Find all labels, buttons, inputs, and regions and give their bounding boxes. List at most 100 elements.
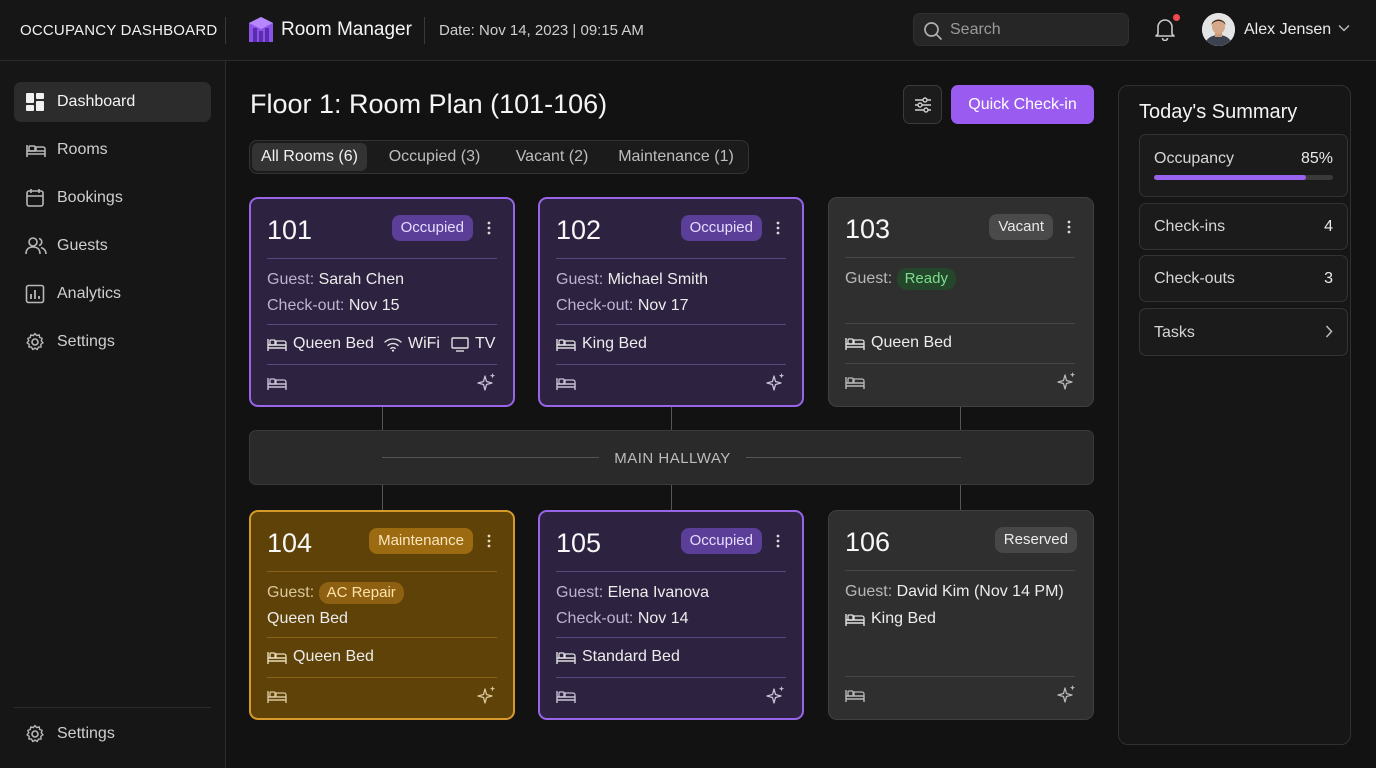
- notification-dot: [1173, 14, 1180, 21]
- divider: [845, 676, 1075, 677]
- user-name[interactable]: Alex Jensen: [1244, 21, 1332, 38]
- checkout-date: Nov 17: [637, 297, 689, 314]
- room-filter-tabs: All Rooms (6) Occupied (3) Vacant (2) Ma…: [249, 140, 749, 174]
- connector-line: [382, 457, 599, 458]
- divider: [556, 324, 786, 325]
- divider: [267, 324, 497, 325]
- connector-line: [382, 485, 383, 511]
- room-card-101[interactable]: 101 Occupied Guest: Sarah Chen Check-out…: [249, 197, 515, 407]
- sidebar-footer-settings[interactable]: Settings: [14, 714, 211, 754]
- checkouts-value: 3: [1324, 270, 1333, 287]
- divider: [556, 571, 786, 572]
- bed-icon: [267, 652, 287, 664]
- connector-line: [671, 485, 672, 511]
- bed-icon: [556, 652, 576, 664]
- bed-icon: [25, 140, 47, 160]
- gear-icon: [25, 332, 45, 352]
- room-card-105[interactable]: 105 Occupied Guest: Elena Ivanova Check-…: [538, 510, 804, 720]
- amenity-wifi: WiFi: [384, 333, 440, 355]
- bed-icon: [556, 339, 576, 351]
- avatar[interactable]: [1202, 13, 1235, 46]
- room-number: 103: [845, 214, 891, 244]
- divider: [267, 637, 497, 638]
- sidebar-item-label: Bookings: [57, 189, 123, 206]
- sidebar-item-settings[interactable]: Settings: [14, 322, 211, 362]
- guest-name: Michael Smith: [607, 271, 709, 288]
- more-options-icon[interactable]: [776, 221, 780, 235]
- room-card-102[interactable]: 102 Occupied Guest: Michael Smith Check-…: [538, 197, 804, 407]
- amenity-bed: Queen Bed: [845, 332, 952, 354]
- connector-line: [746, 457, 961, 458]
- checkouts-card[interactable]: Check-outs 3: [1139, 255, 1348, 302]
- bed-icon: [267, 339, 287, 351]
- search-box[interactable]: [913, 13, 1129, 46]
- sidebar-item-analytics[interactable]: Analytics: [14, 274, 211, 314]
- divider: [845, 257, 1075, 258]
- logo-icon: [248, 16, 274, 44]
- checkins-card[interactable]: Check-ins 4: [1139, 203, 1348, 250]
- checkins-label: Check-ins: [1154, 218, 1226, 235]
- divider: [14, 707, 211, 708]
- app-title: OCCUPANCY DASHBOARD: [20, 22, 218, 39]
- tab-vacant[interactable]: Vacant (2): [515, 148, 589, 165]
- tasks-card[interactable]: Tasks: [1139, 308, 1348, 356]
- summary-title: Today's Summary: [1139, 101, 1298, 123]
- divider: [845, 570, 1075, 571]
- guest-name: Sarah Chen: [318, 271, 404, 288]
- tab-maintenance[interactable]: Maintenance (1): [618, 148, 734, 165]
- notifications-button[interactable]: [1154, 14, 1180, 41]
- sidebar-item-label: Rooms: [57, 141, 108, 158]
- tasks-label: Tasks: [1154, 324, 1195, 341]
- search-input[interactable]: [950, 14, 1120, 45]
- more-options-icon[interactable]: [487, 534, 491, 548]
- tab-all-rooms[interactable]: All Rooms (6): [252, 143, 367, 171]
- gear-icon: [25, 724, 45, 744]
- page-title: Floor 1: Room Plan (101-106): [250, 89, 608, 119]
- current-date: Date: Nov 14, 2023 | 09:15 AM: [439, 22, 644, 39]
- tab-occupied[interactable]: Occupied (3): [388, 148, 481, 165]
- divider: [556, 637, 786, 638]
- sidebar-item-rooms[interactable]: Rooms: [14, 130, 211, 170]
- bed-icon: [845, 338, 865, 350]
- sparkle-icon[interactable]: [1057, 684, 1077, 704]
- room-card-106[interactable]: 106 Reserved Guest: David Kim (Nov 14 PM…: [828, 510, 1094, 720]
- sliders-icon: [915, 97, 931, 113]
- status-badge: Reserved: [994, 527, 1077, 553]
- sidebar-item-label: Settings: [57, 725, 115, 742]
- more-options-icon[interactable]: [1067, 220, 1071, 234]
- guest-name: David Kim (Nov 14 PM): [896, 583, 1064, 600]
- chevron-down-icon[interactable]: [1338, 24, 1350, 32]
- checkout-line: Check-out: Nov 17: [556, 297, 689, 314]
- checkout-date: Nov 15: [348, 297, 400, 314]
- room-card-103[interactable]: 103 Vacant Guest: Ready Queen Bed: [828, 197, 1094, 407]
- room-number: 101: [267, 215, 313, 245]
- filter-button[interactable]: [903, 85, 942, 124]
- connector-line: [671, 406, 672, 431]
- quick-checkin-button[interactable]: Quick Check-in: [951, 85, 1094, 124]
- occupancy-card: Occupancy 85%: [1139, 134, 1348, 197]
- sidebar-item-label: Settings: [57, 333, 115, 350]
- bell-icon: [1155, 19, 1175, 41]
- guest-line: Guest: Elena Ivanova: [556, 584, 709, 601]
- sparkle-icon[interactable]: [1057, 371, 1077, 391]
- sparkle-icon[interactable]: [477, 372, 497, 392]
- sparkle-icon[interactable]: [766, 685, 786, 705]
- more-options-icon[interactable]: [776, 534, 780, 548]
- chart-icon: [25, 284, 45, 304]
- amenity-bed: Queen Bed: [267, 646, 374, 668]
- users-icon: [25, 236, 47, 256]
- room-card-104[interactable]: 104 Maintenance Guest: AC Repair Queen B…: [249, 510, 515, 720]
- sidebar-item-dashboard[interactable]: Dashboard: [14, 82, 211, 122]
- bed-icon: [845, 374, 865, 390]
- wifi-icon: [384, 337, 402, 352]
- hallway-label: MAIN HALLWAY: [614, 450, 731, 467]
- sidebar-item-bookings[interactable]: Bookings: [14, 178, 211, 218]
- sparkle-icon[interactable]: [477, 685, 497, 705]
- sparkle-icon[interactable]: [766, 372, 786, 392]
- occupancy-label: Occupancy: [1154, 150, 1235, 167]
- tv-icon: [451, 336, 469, 352]
- bed-icon: [267, 688, 287, 704]
- more-options-icon[interactable]: [487, 221, 491, 235]
- sidebar-item-guests[interactable]: Guests: [14, 226, 211, 266]
- checkout-line: Check-out: Nov 14: [556, 610, 689, 627]
